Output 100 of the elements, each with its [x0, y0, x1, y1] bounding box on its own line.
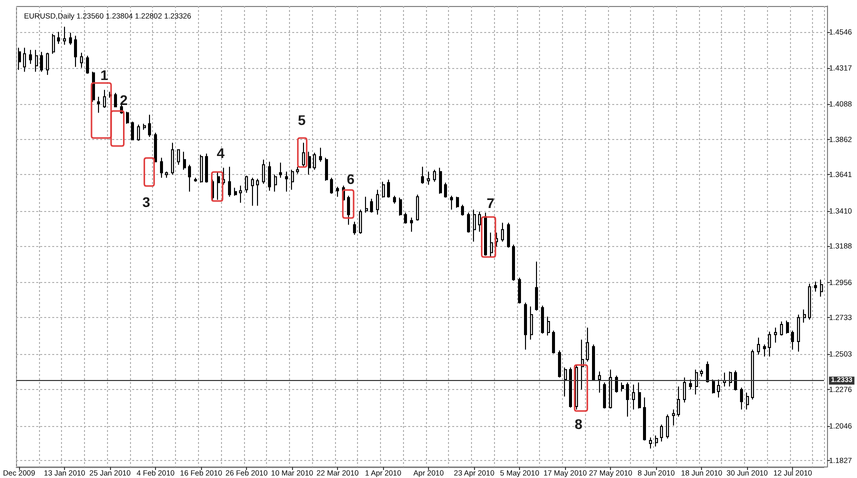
annotation: 2 [120, 92, 128, 108]
candlestick [325, 157, 328, 182]
candlestick [530, 306, 533, 340]
annotation: 6 [346, 171, 355, 187]
candlestick [552, 330, 555, 354]
candlestick [404, 212, 407, 224]
candlestick [490, 232, 493, 258]
candlestick [478, 211, 481, 232]
candlestick [319, 147, 322, 162]
candlestick [205, 153, 208, 184]
annotation: 3 [142, 194, 150, 210]
candlestick [279, 162, 282, 178]
candlestick [729, 370, 732, 387]
annotation: 7 [486, 195, 495, 211]
candlestick [456, 196, 459, 208]
candlestick [569, 367, 572, 408]
annotation: 4 [216, 145, 225, 161]
candlestick [97, 96, 100, 114]
candlestick [746, 392, 749, 410]
candlestick [291, 169, 294, 190]
candlestick [183, 151, 186, 170]
candlestick [672, 408, 675, 426]
candlestick [512, 244, 515, 282]
candlestick [501, 222, 504, 242]
candlestick [541, 305, 544, 334]
candlestick [626, 382, 629, 418]
candlestick [171, 142, 174, 176]
candlestick [518, 277, 521, 304]
candlestick [734, 370, 737, 392]
candlestick [444, 182, 447, 198]
candlestick [376, 189, 379, 216]
candlestick [535, 261, 538, 312]
candlestick [188, 164, 191, 192]
candlestick [439, 167, 442, 194]
candlestick [763, 344, 766, 358]
candlestick [751, 349, 754, 400]
candlestick [80, 52, 83, 68]
candlestick [69, 32, 72, 46]
annotation: 1 [100, 67, 108, 83]
candlestick [615, 375, 618, 394]
candlestick [774, 327, 777, 344]
candlestick [177, 149, 180, 166]
candlestick [524, 302, 527, 350]
candlestick [228, 166, 231, 198]
candlestick [564, 367, 567, 398]
candlestick [86, 55, 89, 74]
candlestick [803, 309, 806, 324]
candlestick [353, 221, 356, 236]
candlestick [416, 194, 419, 222]
candlestick [655, 434, 658, 448]
candlestick [586, 327, 589, 362]
candlestick [160, 157, 163, 178]
candlestick [467, 212, 470, 234]
annotation: 5 [298, 112, 306, 128]
candlestick [285, 171, 288, 192]
candlestick [154, 132, 157, 162]
candlestick [740, 387, 743, 410]
candlestick [296, 166, 299, 174]
candlestick [791, 330, 794, 350]
candlestick [245, 175, 248, 194]
candlestick [757, 337, 760, 356]
candlestick [723, 372, 726, 387]
candlestick [330, 177, 333, 194]
candlestick [649, 437, 652, 450]
candlestick [638, 382, 641, 410]
candlestick [126, 111, 129, 124]
candlestick [592, 344, 595, 382]
candlestick [677, 386, 680, 418]
candlestick [103, 89, 106, 108]
candlestick [18, 47, 21, 70]
candlestick [797, 314, 800, 352]
candlestick [262, 159, 265, 184]
candlestick [689, 379, 692, 390]
candlestick [143, 123, 146, 130]
candlestick [695, 369, 698, 395]
candlestick [399, 197, 402, 216]
candlestick [256, 178, 259, 206]
candlestick [433, 169, 436, 182]
candlestick [461, 204, 464, 216]
candlestick [421, 166, 424, 184]
candlestick [52, 33, 55, 54]
candlestick [581, 339, 584, 390]
candlestick [251, 177, 254, 206]
candlestick [820, 279, 823, 298]
candlestick [148, 114, 151, 138]
candlestick [473, 209, 476, 242]
candlestick [382, 181, 385, 198]
candlestick [336, 186, 339, 198]
candlestick [234, 187, 237, 196]
candlestick [217, 171, 220, 200]
candlestick [780, 321, 783, 336]
candlestick [370, 198, 373, 214]
annotation: 8 [574, 416, 583, 432]
candlestick [507, 222, 510, 248]
candlestick [706, 361, 709, 384]
candlestick [46, 52, 49, 76]
candlestick [313, 152, 316, 170]
candlestick [23, 47, 26, 72]
candlestick [768, 331, 771, 358]
candlestick [165, 171, 168, 178]
